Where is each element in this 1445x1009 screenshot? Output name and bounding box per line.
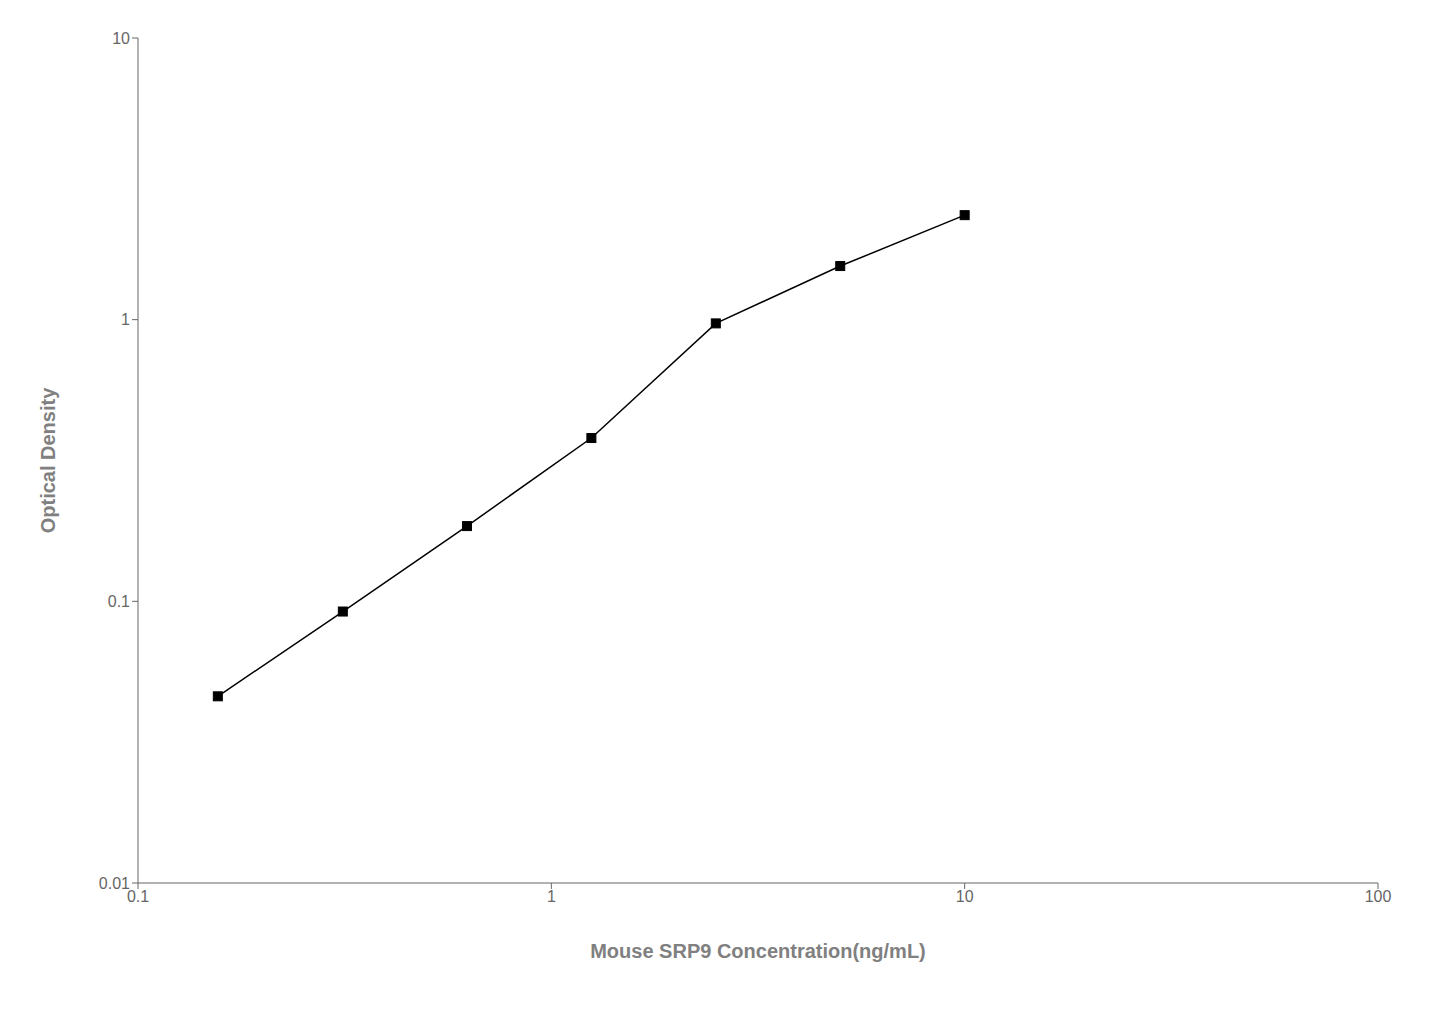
svg-text:Optical Density: Optical Density — [37, 387, 59, 533]
svg-text:0.1: 0.1 — [108, 593, 130, 610]
svg-text:0.01: 0.01 — [99, 875, 130, 892]
svg-text:0.1: 0.1 — [127, 888, 149, 905]
svg-text:10: 10 — [956, 888, 974, 905]
svg-text:100: 100 — [1365, 888, 1392, 905]
svg-text:10: 10 — [112, 30, 130, 47]
svg-text:1: 1 — [547, 888, 556, 905]
svg-text:Mouse SRP9 Concentration(ng/mL: Mouse SRP9 Concentration(ng/mL) — [590, 940, 926, 962]
svg-text:1: 1 — [121, 311, 130, 328]
